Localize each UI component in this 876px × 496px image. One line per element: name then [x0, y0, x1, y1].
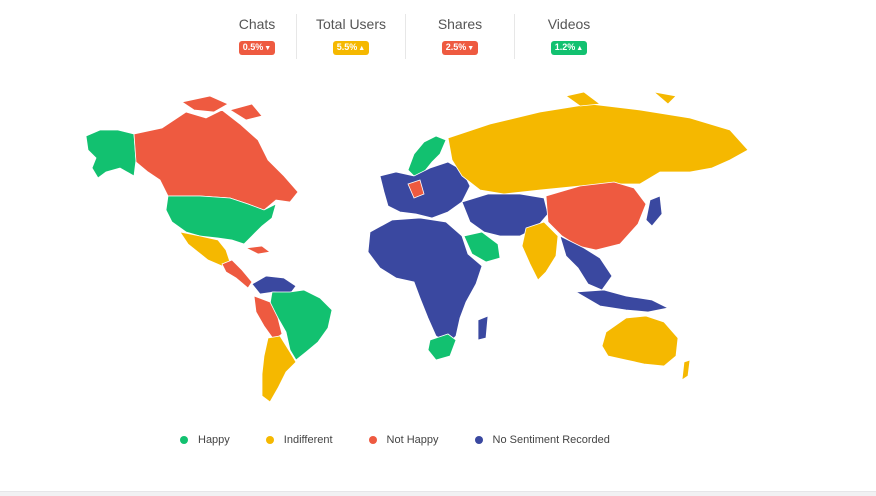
legend-label: Not Happy [386, 434, 439, 446]
region-japan[interactable] [645, 195, 663, 227]
stats-bar: Chats 0.5%▼ Total Users 5.5%▲ Shares 2.5… [218, 14, 623, 59]
change-badge: 2.5%▼ [441, 41, 479, 55]
region-argentina[interactable] [261, 335, 297, 403]
stat-label: Videos [547, 16, 591, 32]
legend-dot-icon [368, 436, 377, 444]
stat-chats[interactable]: Chats 0.5%▼ [218, 14, 296, 59]
region-central-america[interactable] [221, 259, 253, 289]
region-madagascar[interactable] [477, 315, 489, 341]
region-canada[interactable] [133, 109, 299, 211]
arrow-down-icon: ▼ [467, 45, 475, 52]
legend-dot-icon [474, 436, 483, 444]
region-india[interactable] [521, 221, 559, 281]
region-france[interactable] [407, 179, 425, 199]
region-south-africa[interactable] [427, 333, 457, 361]
region-australia[interactable] [601, 315, 679, 367]
region-brazil[interactable] [269, 289, 333, 361]
region-europe[interactable] [379, 161, 471, 219]
change-badge: 0.5%▼ [238, 41, 276, 55]
region-caribbean[interactable] [244, 245, 271, 255]
change-badge: 5.5%▲ [332, 41, 370, 55]
change-badge: 1.2%▲ [550, 41, 588, 55]
region-russia[interactable] [447, 103, 749, 195]
legend-dot-icon [180, 436, 188, 444]
region-indonesia[interactable] [574, 289, 670, 313]
stat-label: Shares [437, 16, 483, 32]
legend-label: Indifferent [283, 434, 333, 446]
region-venezuela[interactable] [251, 275, 297, 295]
stat-shares[interactable]: Shares 2.5%▼ [405, 14, 514, 59]
region-russia-islands[interactable] [565, 91, 677, 107]
page-bottom-border [0, 491, 876, 496]
stat-label: Total Users [315, 16, 387, 32]
arrow-up-icon: ▲ [358, 45, 366, 52]
region-usa[interactable] [165, 195, 277, 245]
region-new-zealand[interactable] [681, 359, 691, 381]
stat-total-users[interactable]: Total Users 5.5%▲ [296, 14, 405, 59]
legend-label: No Sentiment Recorded [492, 434, 610, 446]
region-alaska[interactable] [85, 129, 137, 179]
legend-item-happy[interactable]: Happy [180, 434, 230, 446]
world-sentiment-map [85, 91, 749, 403]
map-legend: Happy Indifferent Not Happy No Sentiment… [180, 434, 610, 446]
stat-label: Chats [238, 16, 276, 32]
legend-label: Happy [198, 434, 230, 446]
arrow-down-icon: ▼ [264, 45, 272, 52]
region-saudi-arabia[interactable] [463, 231, 501, 263]
legend-item-no-sentiment[interactable]: No Sentiment Recorded [474, 434, 610, 446]
stat-videos[interactable]: Videos 1.2%▲ [514, 14, 623, 59]
legend-item-not-happy[interactable]: Not Happy [368, 434, 439, 446]
legend-dot-icon [265, 436, 274, 444]
legend-item-indifferent[interactable]: Indifferent [265, 434, 333, 446]
arrow-up-icon: ▲ [576, 45, 584, 52]
region-canada-islands[interactable] [180, 95, 263, 121]
region-africa[interactable] [367, 217, 483, 345]
region-china[interactable] [545, 181, 647, 251]
